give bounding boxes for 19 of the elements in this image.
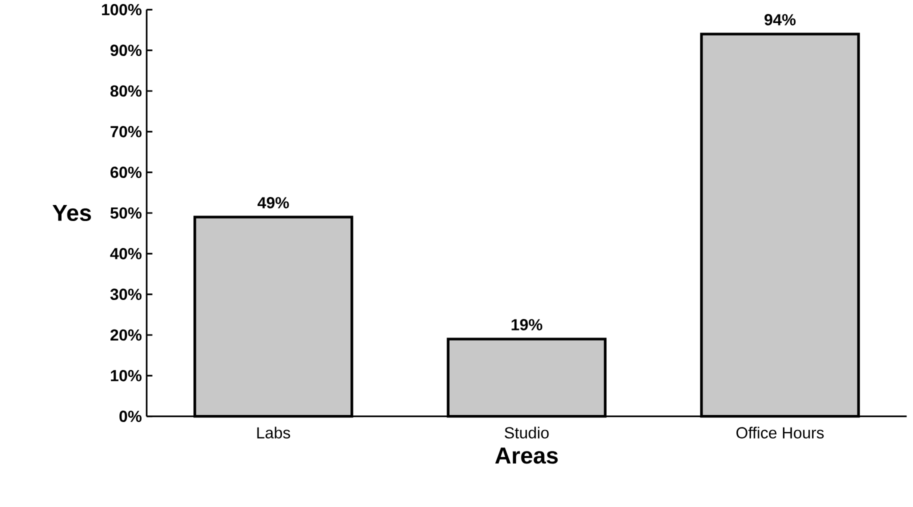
x-tick-label: Studio (504, 426, 549, 438)
y-tick-label: 50% (110, 207, 142, 219)
data-label: 94% (764, 14, 796, 26)
y-axis-title: Yes (52, 204, 91, 222)
data-label: 19% (512, 319, 542, 330)
y-tick-label: 10% (110, 370, 142, 382)
y-tick-label: 20% (110, 329, 142, 341)
y-tick-label: 100% (102, 4, 142, 16)
x-tick-label: Labs (257, 426, 290, 438)
y-tick-label: 0% (119, 410, 142, 422)
y-tick-label: 30% (110, 288, 142, 300)
y-tick-label: 80% (110, 85, 142, 97)
y-tick-label: 40% (110, 248, 142, 260)
data-label: 49% (258, 197, 289, 208)
y-tick-label: 90% (110, 44, 142, 56)
x-tick-label: Office Hours (736, 426, 824, 438)
y-tick-label: 70% (110, 126, 142, 138)
y-tick-label: 60% (110, 166, 142, 178)
x-axis-title: Areas (495, 448, 558, 464)
